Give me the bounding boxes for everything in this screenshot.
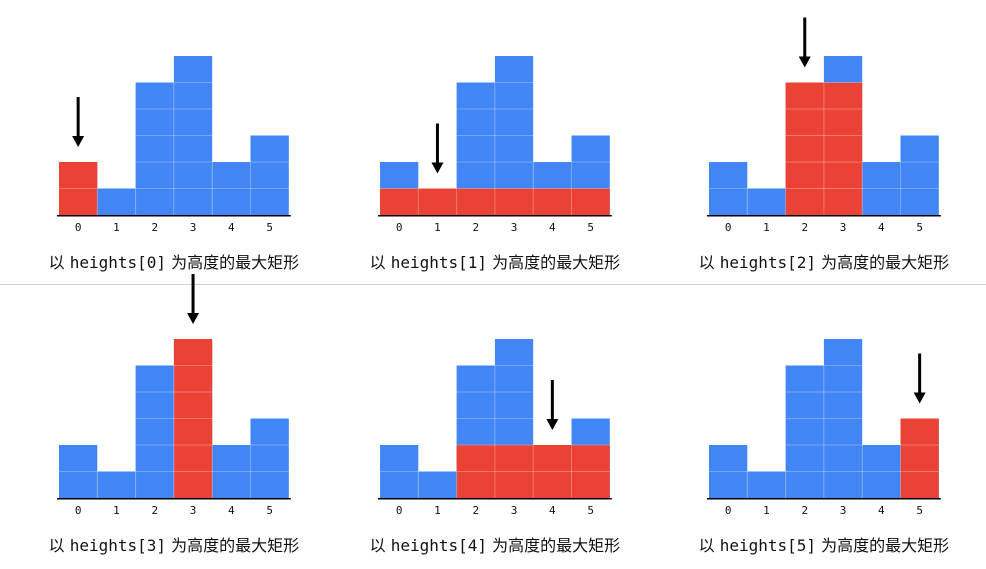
panel-caption: 以 heights[5] 为高度的最大矩形 bbox=[699, 536, 950, 555]
bar-2 bbox=[135, 365, 174, 498]
panel-caption: 以 heights[2] 为高度的最大矩形 bbox=[699, 253, 950, 272]
arrow-icon bbox=[72, 97, 85, 147]
bar-1 bbox=[418, 471, 457, 498]
tick-label: 5 bbox=[916, 504, 923, 517]
tick-label: 2 bbox=[801, 504, 808, 517]
arrow-icon bbox=[187, 274, 200, 324]
bar-5 bbox=[250, 135, 289, 215]
bar-1 bbox=[747, 471, 786, 498]
tick-label: 0 bbox=[725, 504, 732, 517]
cell-grid bbox=[380, 365, 610, 498]
bar-4 bbox=[862, 162, 901, 215]
tick-label: 1 bbox=[113, 504, 120, 517]
tick-label: 4 bbox=[228, 221, 235, 234]
panel-caption: 以 heights[1] 为高度的最大矩形 bbox=[370, 253, 621, 272]
bar-2 bbox=[785, 365, 824, 498]
bar-1 bbox=[97, 471, 136, 498]
cell-grid bbox=[380, 82, 610, 215]
tick-label: 0 bbox=[725, 221, 732, 234]
max-rectangle bbox=[785, 82, 863, 215]
arrow-icon bbox=[913, 353, 926, 404]
tick-label: 5 bbox=[587, 504, 594, 517]
panel-5: 0 1 2 3 4 5 以 heights[5] 为高度的最大矩形 bbox=[699, 339, 950, 555]
tick-label: 3 bbox=[840, 221, 847, 234]
panel-4: 0 1 2 3 4 5 以 heights[4] 为高度的最大矩形 bbox=[370, 339, 621, 555]
tick-label: 4 bbox=[228, 504, 235, 517]
tick-label: 2 bbox=[472, 504, 479, 517]
bar-2 bbox=[135, 82, 174, 215]
cell-grid bbox=[59, 82, 289, 215]
tick-label: 3 bbox=[511, 504, 518, 517]
tick-label: 5 bbox=[916, 221, 923, 234]
bar-3 bbox=[173, 56, 213, 215]
arrow-icon bbox=[546, 380, 559, 430]
tick-label: 0 bbox=[75, 504, 82, 517]
max-rectangle bbox=[380, 188, 610, 215]
bar-0 bbox=[59, 445, 98, 498]
max-rectangle bbox=[59, 162, 98, 215]
tick-label: 5 bbox=[266, 221, 273, 234]
tick-label: 2 bbox=[801, 221, 808, 234]
cell-grid bbox=[709, 365, 939, 498]
arrow-icon bbox=[431, 123, 444, 174]
bar-0 bbox=[709, 445, 748, 498]
tick-label: 4 bbox=[549, 504, 556, 517]
panel-1: 0 1 2 3 4 5 以 heights[1] 为高度的最大矩形 bbox=[370, 56, 621, 272]
bar-4 bbox=[212, 162, 251, 215]
tick-label: 3 bbox=[511, 221, 518, 234]
max-rectangle bbox=[456, 445, 610, 498]
tick-label: 5 bbox=[266, 504, 273, 517]
tick-label: 5 bbox=[587, 221, 594, 234]
cell-grid bbox=[59, 365, 289, 498]
bar-1 bbox=[97, 188, 136, 215]
bar-5 bbox=[250, 418, 289, 498]
bar-5 bbox=[900, 135, 939, 215]
bar-1 bbox=[747, 188, 786, 215]
tick-label: 3 bbox=[190, 504, 197, 517]
bar-4 bbox=[212, 445, 251, 498]
max-rectangle bbox=[173, 339, 213, 498]
tick-label: 0 bbox=[396, 221, 403, 234]
panel-0: 0 1 2 3 4 5 以 heights[0] 为高度的最大矩形 bbox=[49, 56, 300, 272]
tick-label: 1 bbox=[763, 504, 770, 517]
bar-0 bbox=[380, 445, 419, 498]
tick-label: 2 bbox=[151, 221, 158, 234]
tick-label: 1 bbox=[434, 221, 441, 234]
cell-grid bbox=[709, 82, 939, 215]
max-rectangle bbox=[900, 418, 939, 498]
tick-label: 2 bbox=[151, 504, 158, 517]
bar-3 bbox=[823, 339, 863, 498]
panel-caption: 以 heights[3] 为高度的最大矩形 bbox=[49, 536, 300, 555]
bar-4 bbox=[862, 445, 901, 498]
panel-caption: 以 heights[4] 为高度的最大矩形 bbox=[370, 536, 621, 555]
tick-label: 4 bbox=[878, 504, 885, 517]
tick-label: 1 bbox=[763, 221, 770, 234]
tick-label: 1 bbox=[113, 221, 120, 234]
tick-label: 4 bbox=[878, 221, 885, 234]
panel-2: 0 1 2 3 4 5 以 heights[2] 为高度的最大矩形 bbox=[699, 17, 950, 272]
tick-label: 0 bbox=[396, 504, 403, 517]
tick-label: 3 bbox=[840, 504, 847, 517]
arrow-icon bbox=[798, 17, 811, 68]
tick-label: 0 bbox=[75, 221, 82, 234]
tick-label: 1 bbox=[434, 504, 441, 517]
bar-0 bbox=[709, 162, 748, 215]
tick-label: 4 bbox=[549, 221, 556, 234]
panel-3: 0 1 2 3 4 5 以 heights[3] 为高度的最大矩形 bbox=[49, 274, 300, 555]
tick-label: 3 bbox=[190, 221, 197, 234]
panel-caption: 以 heights[0] 为高度的最大矩形 bbox=[49, 253, 300, 272]
tick-label: 2 bbox=[472, 221, 479, 234]
